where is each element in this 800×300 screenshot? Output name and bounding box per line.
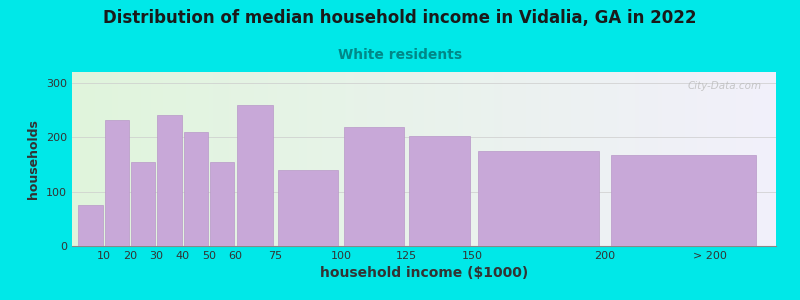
Text: Distribution of median household income in Vidalia, GA in 2022: Distribution of median household income … bbox=[103, 9, 697, 27]
Bar bbox=[278, 170, 338, 246]
Bar bbox=[131, 162, 155, 246]
Text: White residents: White residents bbox=[338, 48, 462, 62]
Bar bbox=[343, 128, 404, 246]
Text: City-Data.com: City-Data.com bbox=[688, 81, 762, 91]
Bar bbox=[611, 154, 757, 246]
Bar bbox=[158, 116, 182, 246]
Bar bbox=[237, 105, 274, 246]
Bar bbox=[210, 162, 234, 246]
Y-axis label: households: households bbox=[27, 119, 41, 199]
X-axis label: household income ($1000): household income ($1000) bbox=[320, 266, 528, 280]
Bar bbox=[78, 205, 102, 246]
Bar bbox=[184, 132, 208, 246]
Bar bbox=[478, 151, 599, 246]
Bar bbox=[410, 136, 470, 246]
Bar bbox=[105, 120, 129, 246]
